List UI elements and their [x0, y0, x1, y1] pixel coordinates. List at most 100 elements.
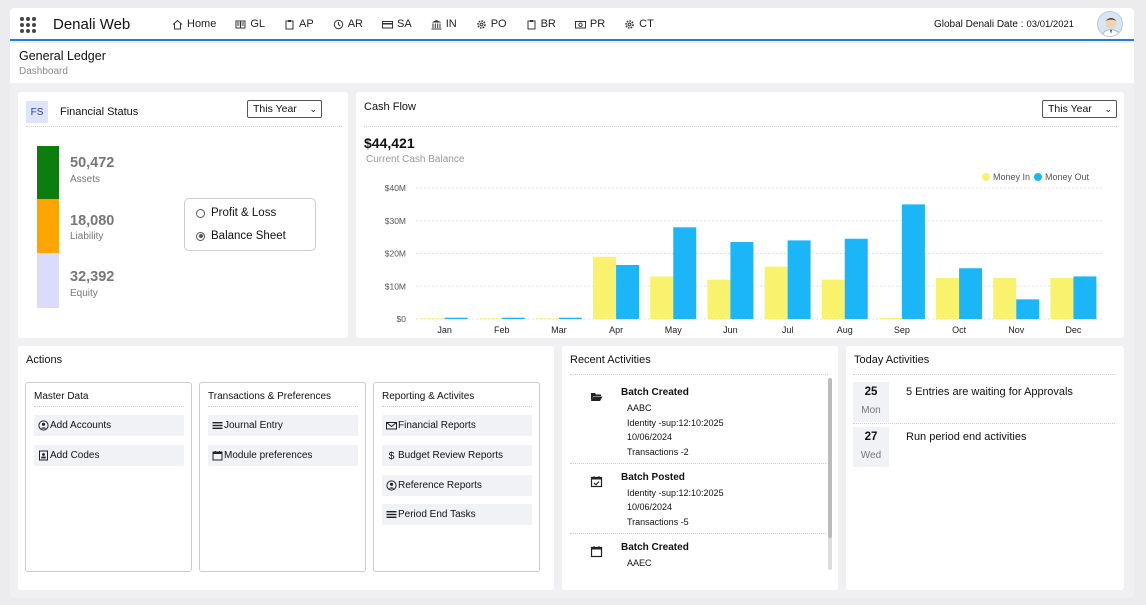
- button-label: Journal Entry: [224, 420, 283, 431]
- today-activity-item[interactable]: 27 Wed Run period end activities: [853, 425, 1115, 469]
- bar-money-out-nov[interactable]: [1016, 299, 1040, 319]
- bar-money-in-feb[interactable]: [478, 318, 502, 320]
- profit-loss-radio[interactable]: Profit & Loss: [196, 207, 276, 219]
- legend-money-out[interactable]: Money Out: [1034, 172, 1089, 182]
- x-tick-label: Nov: [1008, 325, 1025, 335]
- scrollbar-thumb[interactable]: [828, 378, 832, 538]
- financial-reports-button[interactable]: Financial Reports: [382, 415, 532, 436]
- cash-balance-label: Current Cash Balance: [366, 154, 465, 165]
- divider: [570, 374, 828, 375]
- bar-money-out-sep[interactable]: [901, 204, 925, 319]
- bar-money-out-apr[interactable]: [616, 264, 640, 319]
- button-label: Financial Reports: [398, 420, 476, 431]
- app-launcher-icon[interactable]: [20, 17, 36, 33]
- avatar[interactable]: [1097, 11, 1123, 37]
- main-nav: Home GL AP AR SA IN: [172, 18, 673, 30]
- balance-sheet-radio[interactable]: Balance Sheet: [196, 230, 286, 242]
- cash-flow-period-select[interactable]: This Year ⌄: [1042, 100, 1117, 118]
- bar-money-out-aug[interactable]: [844, 238, 868, 319]
- activity-item[interactable]: Batch Created AAEC: [570, 534, 826, 584]
- bar-money-in-mar[interactable]: [535, 318, 559, 320]
- legend-label: Money In: [993, 172, 1031, 182]
- bar-money-out-dec[interactable]: [1073, 276, 1097, 319]
- nav-ap[interactable]: AP: [284, 18, 314, 30]
- activity-detail: Transactions -5: [627, 517, 689, 527]
- radio-label: Profit & Loss: [211, 207, 277, 219]
- reference-reports-button[interactable]: Reference Reports: [382, 475, 532, 496]
- y-tick-label: $30M: [385, 216, 406, 226]
- liability-bar: [37, 199, 59, 253]
- assets-value: 50,472: [70, 155, 115, 171]
- bar-money-out-jun[interactable]: [730, 242, 754, 319]
- bar-money-in-jan[interactable]: [421, 318, 445, 320]
- nav-label: AP: [299, 18, 314, 30]
- activity-item[interactable]: Batch Created AABC Identity -sup:12:10:2…: [570, 378, 826, 464]
- bar-money-in-nov[interactable]: [993, 278, 1017, 319]
- chevron-down-icon: ⌄: [1104, 104, 1112, 114]
- bar-money-in-oct[interactable]: [936, 278, 960, 319]
- period-end-tasks-button[interactable]: Period End Tasks: [382, 504, 532, 525]
- actions-card: Actions Master Data Add Accounts Add Cod…: [18, 346, 554, 590]
- bar-money-out-oct[interactable]: [959, 268, 983, 319]
- divider: [34, 406, 184, 407]
- reporting-activities-group: Reporting & Activites Financial Reports …: [373, 382, 540, 572]
- calendar-check-icon: [590, 475, 603, 488]
- liability-label: Liability: [70, 231, 104, 242]
- x-tick-label: May: [665, 325, 683, 335]
- nav-ct[interactable]: CT: [624, 18, 654, 30]
- clipboard-icon: [526, 19, 537, 30]
- equity-bar: [37, 253, 59, 308]
- nav-ar[interactable]: AR: [333, 18, 363, 30]
- x-tick-label: Oct: [952, 325, 967, 335]
- budget-review-reports-button[interactable]: $ Budget Review Reports: [382, 445, 532, 466]
- bar-money-in-sep[interactable]: [878, 318, 902, 319]
- bar-money-in-apr[interactable]: [593, 256, 617, 319]
- radio-button[interactable]: [196, 208, 205, 218]
- activity-text: Run period end activities: [906, 431, 1027, 443]
- bar-money-out-jul[interactable]: [787, 240, 811, 319]
- bar-money-in-dec[interactable]: [1050, 278, 1074, 319]
- nav-in[interactable]: IN: [431, 18, 457, 30]
- bar-money-in-aug[interactable]: [821, 279, 845, 319]
- cash-flow-title: Cash Flow: [364, 101, 416, 113]
- add-codes-button[interactable]: Add Codes: [34, 445, 184, 466]
- financial-status-period-select[interactable]: This Year ⌄: [247, 100, 322, 118]
- ledger-icon: [235, 19, 246, 30]
- bar-money-out-may[interactable]: [673, 227, 697, 319]
- nav-sa[interactable]: SA: [382, 18, 412, 30]
- today-activity-item[interactable]: 25 Mon 5 Entries are waiting for Approva…: [853, 380, 1115, 424]
- radio-button[interactable]: [196, 231, 205, 241]
- journal-icon: [386, 509, 397, 520]
- bar-money-in-may[interactable]: [650, 276, 674, 319]
- bar-money-in-jun[interactable]: [707, 279, 731, 319]
- nav-br[interactable]: BR: [526, 18, 556, 30]
- bar-money-out-feb[interactable]: [501, 317, 525, 319]
- nav-label: BR: [540, 18, 556, 30]
- divider: [382, 406, 532, 407]
- bar-money-out-mar[interactable]: [558, 317, 582, 319]
- group-title: Reporting & Activites: [382, 391, 475, 402]
- module-preferences-button[interactable]: Module preferences: [208, 445, 358, 466]
- envelope-icon: [386, 420, 397, 431]
- period-value: This Year: [253, 103, 297, 115]
- add-accounts-button[interactable]: Add Accounts: [34, 415, 184, 436]
- journal-entry-button[interactable]: Journal Entry: [208, 415, 358, 436]
- page-header: General Ledger Dashboard: [10, 43, 1134, 83]
- legend-money-in[interactable]: Money In: [982, 172, 1030, 182]
- scrollbar[interactable]: [828, 378, 832, 570]
- bar-money-in-jul[interactable]: [764, 266, 788, 319]
- nav-label: PR: [589, 18, 606, 30]
- nav-label: GL: [250, 18, 266, 30]
- nav-gl[interactable]: GL: [235, 18, 265, 30]
- nav-home[interactable]: Home: [172, 18, 216, 30]
- nav-pr[interactable]: PR: [574, 18, 606, 30]
- nav-po[interactable]: PO: [476, 18, 507, 30]
- user-circle-icon: [386, 480, 397, 491]
- card-icon: [382, 19, 393, 30]
- activity-item[interactable]: Batch Posted Identity -sup:12:10:2025 10…: [570, 464, 826, 534]
- assets-bar: [37, 146, 59, 199]
- global-date-label: Global Denali Date :: [934, 19, 1024, 30]
- divider: [26, 126, 342, 127]
- bar-money-out-jan[interactable]: [444, 317, 468, 319]
- gear-icon: [476, 19, 487, 30]
